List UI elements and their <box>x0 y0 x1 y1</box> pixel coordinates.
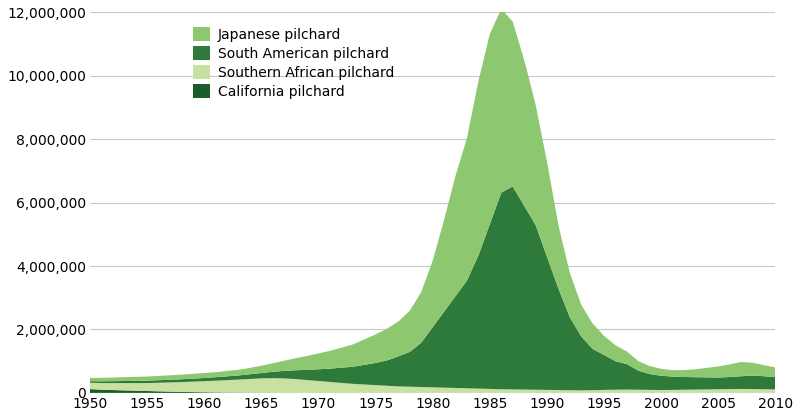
Legend: Japanese pilchard, South American pilchard, Southern African pilchard, Californi: Japanese pilchard, South American pilcha… <box>193 27 394 99</box>
